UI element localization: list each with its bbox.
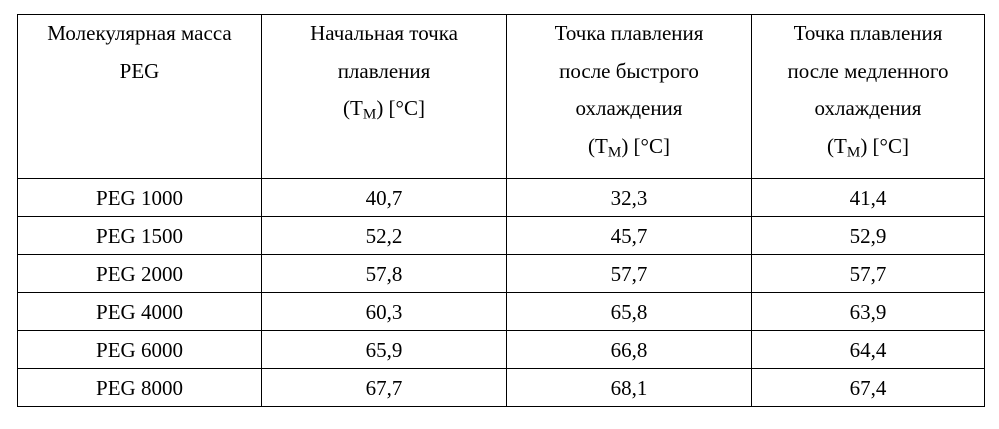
table-cell: PEG 8000 [17,368,262,407]
table-row: PEG 6000 65,9 66,8 64,4 [17,330,985,369]
header-row: Молекулярная масса PEG Начальная точка п… [17,14,985,179]
header-text: охлаждения [814,96,922,120]
table-cell: 67,7 [261,368,507,407]
table-cell: 63,9 [751,292,985,331]
header-slow-cooling-melting-point: Точка плавления после медленного охлажде… [751,14,985,179]
table-row: PEG 1000 40,7 32,3 41,4 [17,178,985,217]
header-unit: (TM) [°C] [507,128,751,166]
header-text: (T [588,133,608,158]
header-text: ) [°C] [860,133,909,158]
header-subscript: M [362,106,377,123]
table-cell: PEG 4000 [17,292,262,331]
table-cell: 66,8 [506,330,752,369]
header-unit: (TM) [°C] [752,128,984,166]
header-text: ) [°C] [376,96,425,120]
header-text: ) [°C] [621,133,670,158]
table-cell: 65,8 [506,292,752,331]
header-text: (T [827,133,847,158]
table-cell: 57,7 [751,254,985,293]
table-cell: PEG 2000 [17,254,262,293]
header-text: Начальная точка [310,21,458,45]
table-row: PEG 1500 52,2 45,7 52,9 [17,216,985,255]
table-cell: 68,1 [506,368,752,407]
table-cell: 41,4 [751,178,985,217]
table-row: PEG 8000 67,7 68,1 67,4 [17,368,985,407]
table-cell: 64,4 [751,330,985,369]
header-initial-melting-point: Начальная точка плавления (TM) [°C] [261,14,507,179]
peg-melting-point-table: Молекулярная масса PEG Начальная точка п… [17,14,985,407]
header-text: Молекулярная масса [47,21,232,45]
table-cell: 57,7 [506,254,752,293]
table-cell: 32,3 [506,178,752,217]
table-cell: 65,9 [261,330,507,369]
table-cell: 52,9 [751,216,985,255]
header-unit: (TM) [°C] [262,90,506,128]
table-row: PEG 2000 57,8 57,7 57,7 [17,254,985,293]
header-subscript: M [607,143,622,160]
header-text: (T [343,96,363,120]
header-text: плавления [337,58,431,83]
header-text: Точка плавления [793,21,943,45]
header-text: после медленного [787,58,949,83]
header-text: охлаждения [575,96,683,120]
table-cell: 52,2 [261,216,507,255]
header-text: после быстрого [559,58,699,83]
table-cell: 40,7 [261,178,507,217]
table-row: PEG 4000 60,3 65,8 63,9 [17,292,985,331]
header-text: PEG [119,58,160,83]
table-cell: PEG 1500 [17,216,262,255]
table-cell: 67,4 [751,368,985,407]
table-cell: 60,3 [261,292,507,331]
table-cell: 57,8 [261,254,507,293]
header-fast-cooling-melting-point: Точка плавления после быстрого охлаждени… [506,14,752,179]
table-cell: 45,7 [506,216,752,255]
table-cell: PEG 1000 [17,178,262,217]
header-subscript: M [846,143,861,160]
table-cell: PEG 6000 [17,330,262,369]
header-text: Точка плавления [554,21,704,45]
header-molecular-mass: Молекулярная масса PEG [17,14,262,179]
